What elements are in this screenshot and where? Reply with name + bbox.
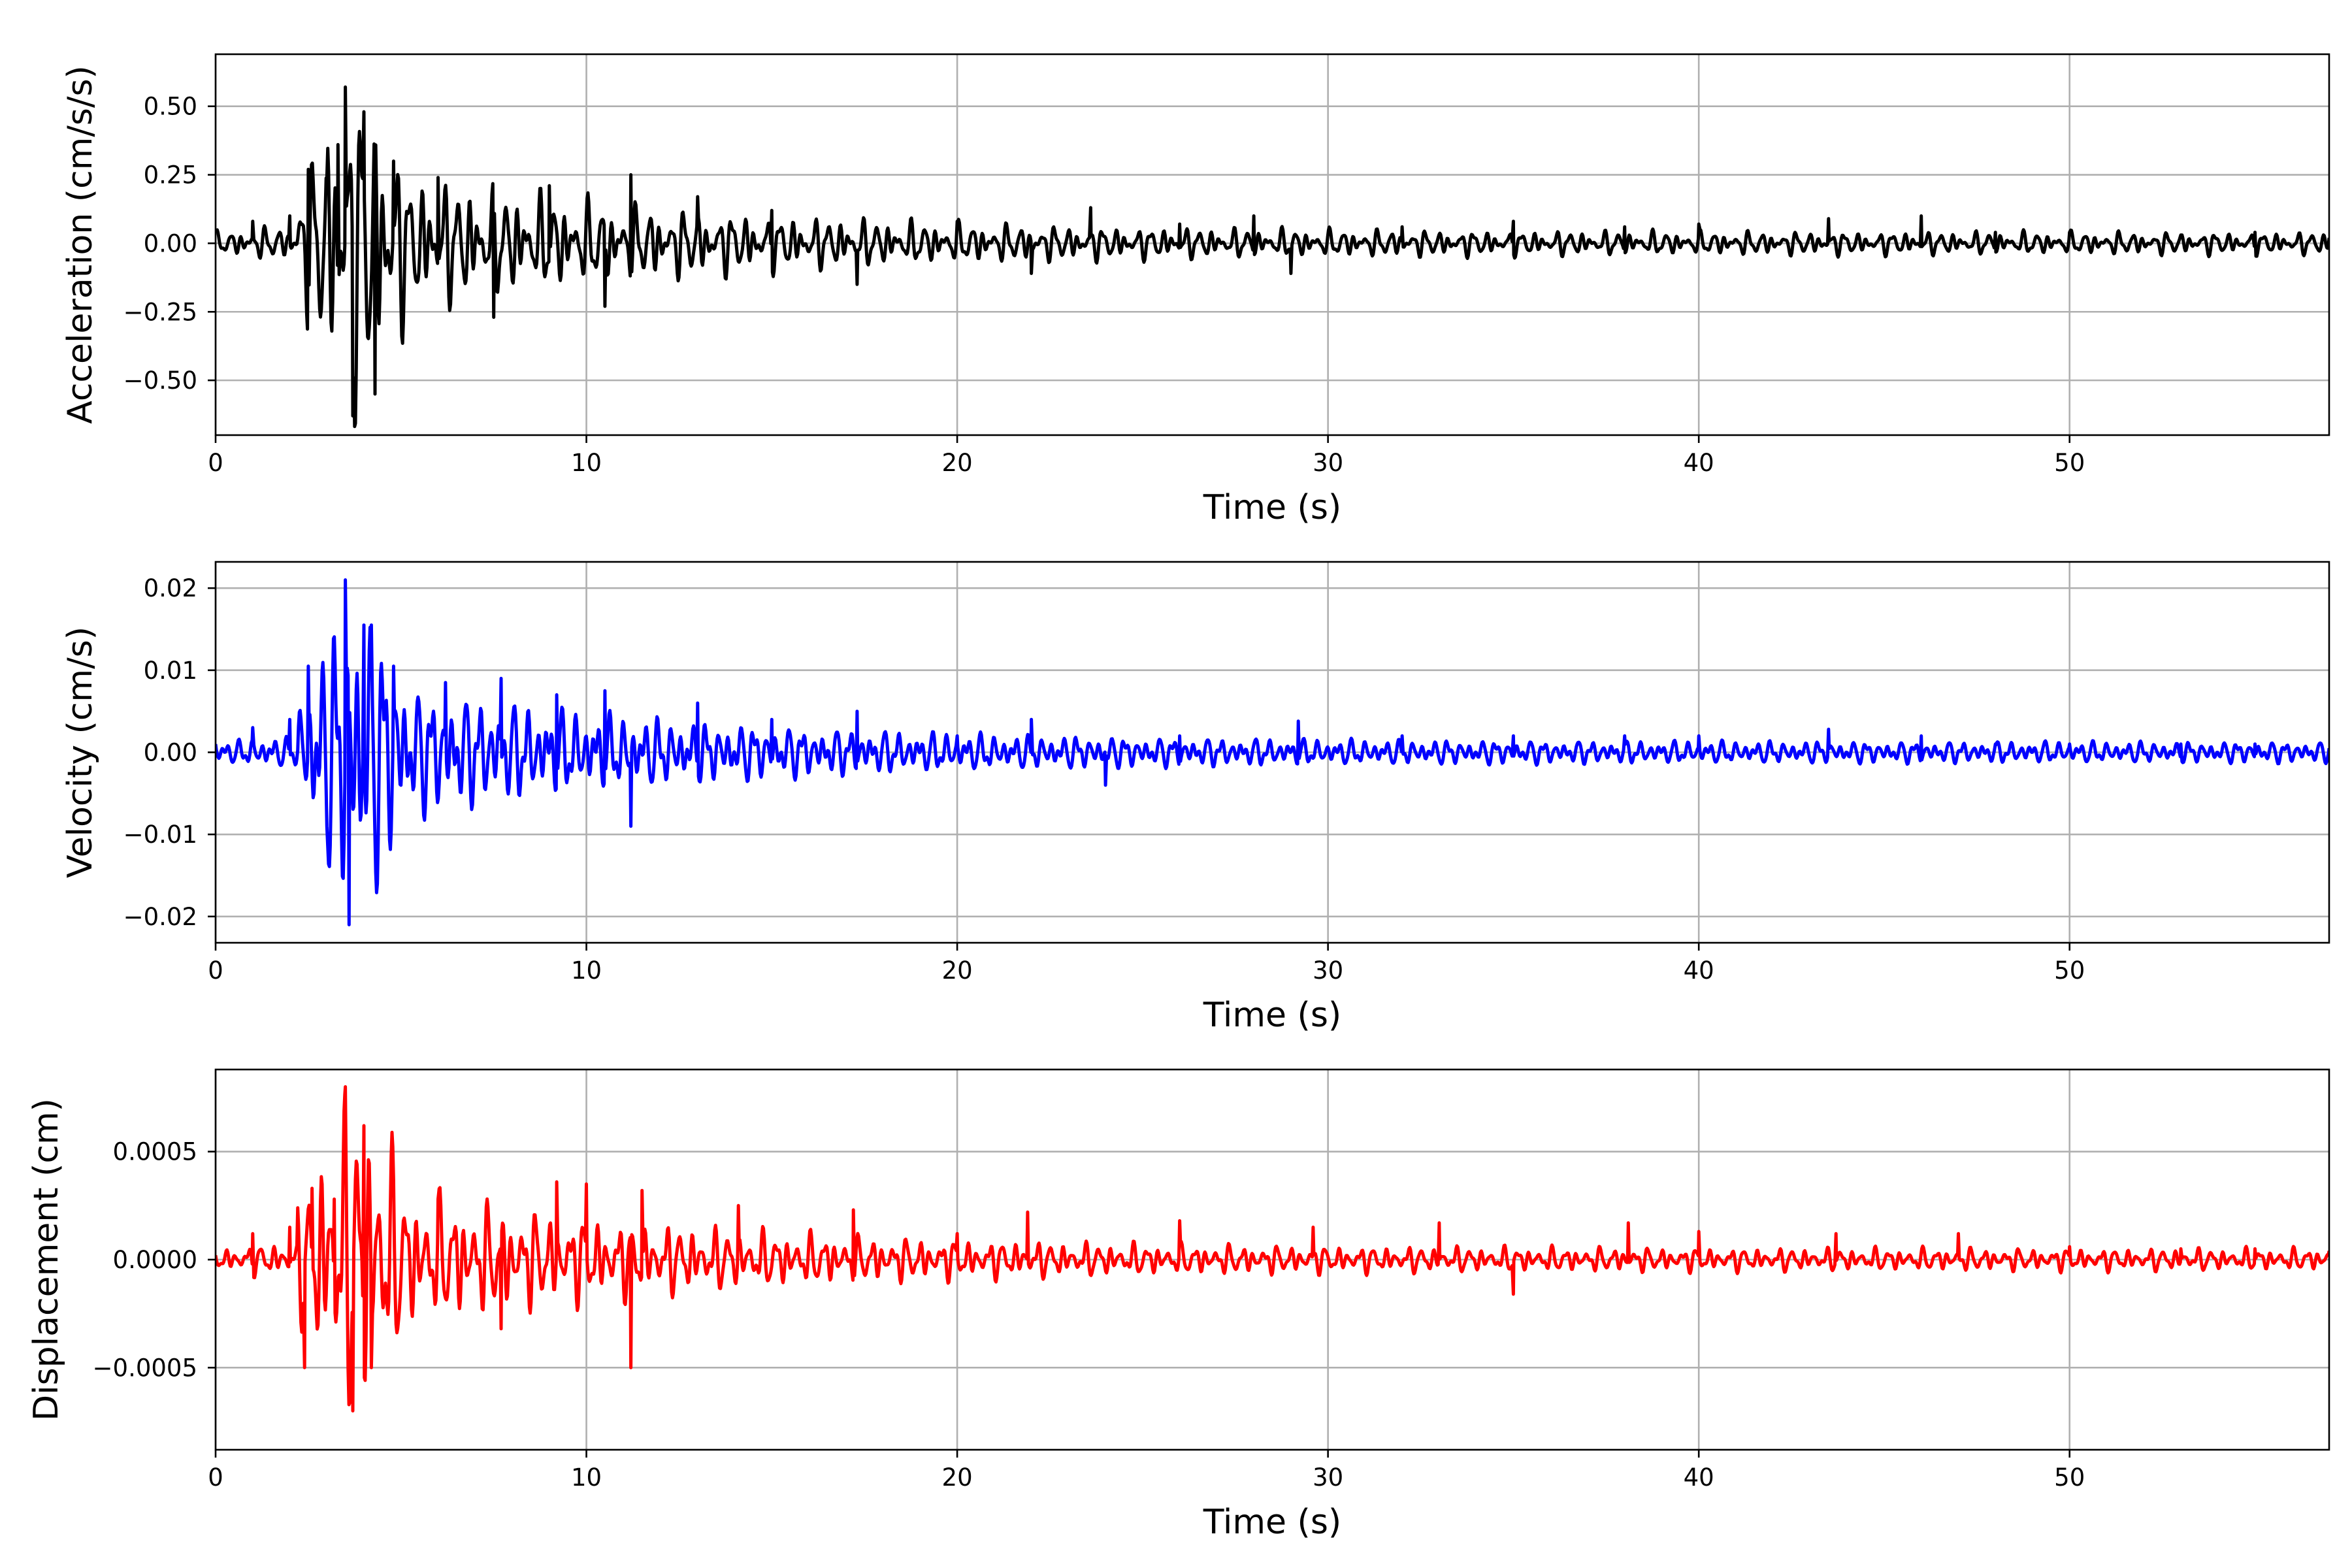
velocity-xtick-label-1: 10 — [571, 956, 602, 985]
displacement-panel: 0 10 20 30 40 50 0.0005 0.0000 −0.0005 Time (s) Di… — [27, 1068, 2330, 1542]
acceleration-xtick-label-5: 50 — [2054, 449, 2085, 477]
velocity-ytick-label-0: 0.02 — [144, 574, 197, 602]
velocity-xlabel: Time (s) — [1203, 996, 1341, 1035]
velocity-series-line — [216, 578, 2329, 926]
acceleration-series-line — [216, 85, 2329, 429]
acceleration-panel: 0 10 20 30 40 50 0.50 0.25 0.00 −0.25 −0.50 Time (s… — [61, 53, 2330, 527]
velocity-ytick-label-1: 0.01 — [144, 657, 197, 685]
acceleration-ytick-label-4: −0.50 — [123, 367, 197, 395]
displacement-series-line — [216, 1085, 2329, 1413]
displacement-ytick-label-1: 0.0000 — [113, 1246, 197, 1274]
displacement-xtick-label-4: 40 — [1684, 1463, 1714, 1492]
acceleration-ytick-label-1: 0.25 — [144, 161, 197, 189]
displacement-ytick-label-2: −0.0005 — [93, 1354, 197, 1382]
acceleration-ytick-label-2: 0.00 — [144, 229, 197, 257]
displacement-xtick-label-5: 50 — [2054, 1463, 2085, 1492]
acceleration-xtick-label-1: 10 — [571, 449, 602, 477]
displacement-xlabel: Time (s) — [1203, 1503, 1341, 1542]
displacement-xtick-label-0: 0 — [208, 1463, 223, 1492]
acceleration-xtick-label-4: 40 — [1684, 449, 1714, 477]
velocity-ytick-label-2: 0.00 — [144, 739, 197, 767]
acceleration-xlabel: Time (s) — [1203, 488, 1341, 527]
acceleration-axes-frame — [214, 53, 2330, 436]
acceleration-xtick-label-3: 30 — [1313, 449, 1343, 477]
velocity-xtick-label-0: 0 — [208, 956, 223, 985]
acceleration-ytick-label-3: −0.25 — [123, 298, 197, 326]
acceleration-ytick-label-0: 0.50 — [144, 93, 197, 121]
acceleration-xtick-label-2: 20 — [942, 449, 973, 477]
velocity-ytick-label-3: −0.01 — [123, 821, 197, 849]
velocity-ytick-label-4: −0.02 — [123, 903, 197, 931]
displacement-xtick-label-1: 10 — [571, 1463, 602, 1492]
acceleration-ylabel: Acceleration (cm/s/s) — [61, 65, 100, 424]
displacement-ytick-label-0: 0.0005 — [113, 1138, 197, 1166]
displacement-xtick-label-3: 30 — [1313, 1463, 1343, 1492]
acceleration-xtick-label-0: 0 — [208, 449, 223, 477]
displacement-ylabel: Displacement (cm) — [27, 1098, 66, 1421]
velocity-ylabel: Velocity (cm/s) — [61, 627, 100, 878]
velocity-panel: 0 10 20 30 40 50 0.02 0.01 0.00 −0.01 −0.02 Time (s… — [61, 561, 2330, 1035]
velocity-xtick-label-2: 20 — [942, 956, 973, 985]
displacement-xtick-label-2: 20 — [942, 1463, 973, 1492]
velocity-xtick-label-5: 50 — [2054, 956, 2085, 985]
velocity-xtick-label-3: 30 — [1313, 956, 1343, 985]
velocity-xtick-label-4: 40 — [1684, 956, 1714, 985]
